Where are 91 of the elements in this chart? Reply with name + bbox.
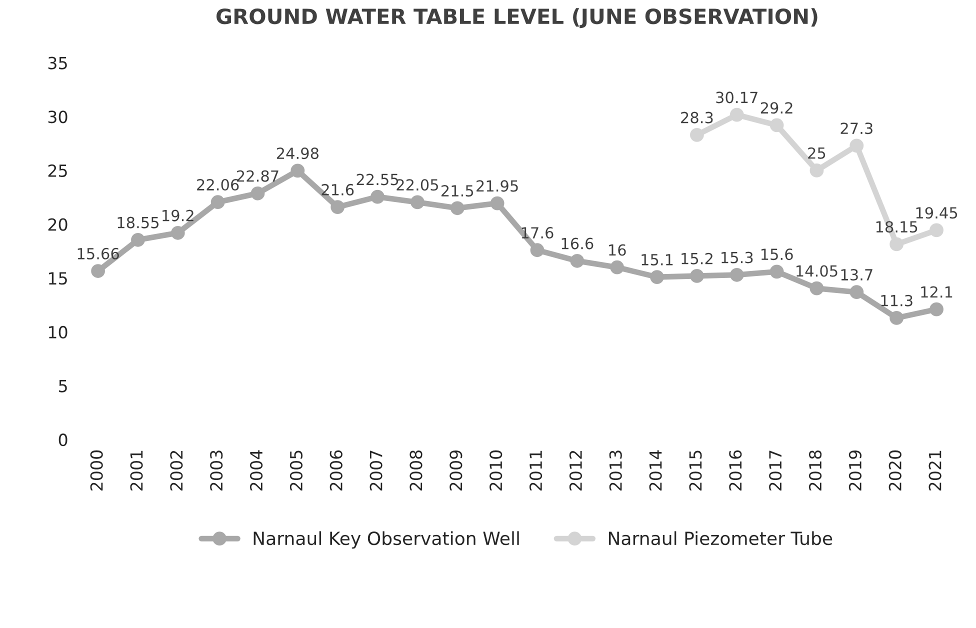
x-tick-label: 2001: [130, 450, 143, 491]
y-tick-label: 30: [48, 110, 68, 124]
point: [330, 200, 345, 214]
data-label: 15.6: [761, 248, 793, 260]
point: [810, 281, 824, 296]
point: [250, 186, 265, 200]
data-label: 16: [609, 244, 626, 256]
data-label: 21.95: [476, 180, 518, 192]
x-tick-label: 2002: [170, 450, 183, 491]
data-label: 28.3: [681, 112, 713, 124]
data-label: 19.45: [916, 207, 958, 219]
data-label: 27.3: [840, 122, 872, 134]
chart-title: GROUND WATER TABLE LEVEL (JUNE OBSERVATION): [216, 8, 818, 28]
data-label: 22.87: [237, 170, 278, 182]
x-tick-label: 2007: [370, 450, 382, 491]
x-tick-label: 2014: [649, 450, 662, 491]
y-tick-label: 20: [48, 218, 68, 231]
x-tick-label: 2015: [689, 450, 702, 491]
point: [570, 254, 584, 268]
data-label: 30.17: [716, 92, 758, 104]
data-label: 15.66: [78, 248, 119, 260]
y-tick-label: 5: [59, 380, 67, 392]
x-tick-label: 2006: [330, 450, 342, 491]
x-tick-label: 2017: [769, 450, 782, 491]
data-label: 16.6: [562, 238, 594, 250]
data-label: 15.1: [642, 254, 673, 266]
x-tick-label: 2000: [90, 450, 103, 491]
x-tick-label: 2009: [450, 450, 462, 491]
x-tick-label: 2003: [210, 450, 223, 491]
legend-label: Narnaul Key Observation Well: [254, 531, 519, 549]
x-tick-label: 2021: [928, 450, 942, 491]
data-label: 25: [808, 147, 826, 159]
point: [690, 128, 704, 142]
x-tick-label: 2019: [848, 450, 862, 491]
point: [290, 164, 305, 178]
point: [730, 268, 744, 282]
point: [131, 232, 145, 247]
point: [490, 196, 504, 210]
x-tick-label: 2005: [290, 450, 303, 491]
point: [91, 264, 105, 278]
point: [890, 311, 904, 325]
x-tick-label: 2013: [609, 450, 622, 491]
data-label: 18.55: [118, 216, 159, 228]
y-tick-label: 10: [48, 326, 68, 339]
point: [170, 226, 185, 240]
data-label: 15.2: [682, 252, 712, 264]
data-label: 17.6: [522, 226, 554, 239]
point: [770, 264, 784, 279]
point: [730, 108, 744, 122]
y-tick-label: 35: [48, 56, 67, 70]
legend-label: Narnaul Piezometer Tube: [608, 531, 832, 546]
data-label: 13.7: [841, 268, 872, 281]
x-tick-label: 2020: [888, 450, 902, 491]
data-label: 29.2: [760, 102, 792, 114]
point: [770, 118, 784, 132]
point: [650, 270, 664, 284]
data-label: 18.15: [876, 221, 918, 233]
x-tick-label: 2011: [529, 450, 542, 491]
data-label: 15.3: [722, 252, 753, 264]
data-label: 14.05: [796, 265, 838, 277]
point: [810, 164, 824, 178]
data-label: 11.3: [881, 294, 912, 306]
y-tick-label: 0: [58, 434, 68, 446]
point: [410, 195, 424, 210]
point: [370, 190, 384, 204]
point: [530, 243, 544, 258]
point: [850, 285, 864, 300]
data-label: 21.5: [442, 185, 474, 197]
data-label: 24.98: [276, 148, 319, 160]
point: [850, 138, 864, 153]
point: [930, 223, 944, 238]
y-tick-label: 25: [48, 164, 67, 178]
data-label: 22.05: [396, 179, 438, 191]
point: [210, 195, 225, 210]
data-label: 22.06: [197, 178, 239, 191]
data-label: 21.6: [322, 184, 354, 196]
y-tick-label: 15: [48, 272, 67, 285]
point: [610, 260, 624, 274]
x-tick-label: 2010: [490, 450, 502, 491]
x-tick-label: 2008: [410, 450, 422, 491]
x-tick-label: 2012: [569, 450, 582, 491]
data-label: 12.1: [921, 286, 952, 298]
x-tick-label: 2004: [250, 450, 263, 491]
point: [930, 302, 944, 316]
data-label: 19.2: [162, 210, 194, 222]
point: [450, 201, 464, 216]
x-tick-label: 2018: [808, 450, 822, 491]
point: [690, 269, 704, 283]
point: [890, 237, 904, 252]
x-tick-label: 2016: [729, 450, 742, 491]
data-label: 22.55: [356, 174, 398, 186]
